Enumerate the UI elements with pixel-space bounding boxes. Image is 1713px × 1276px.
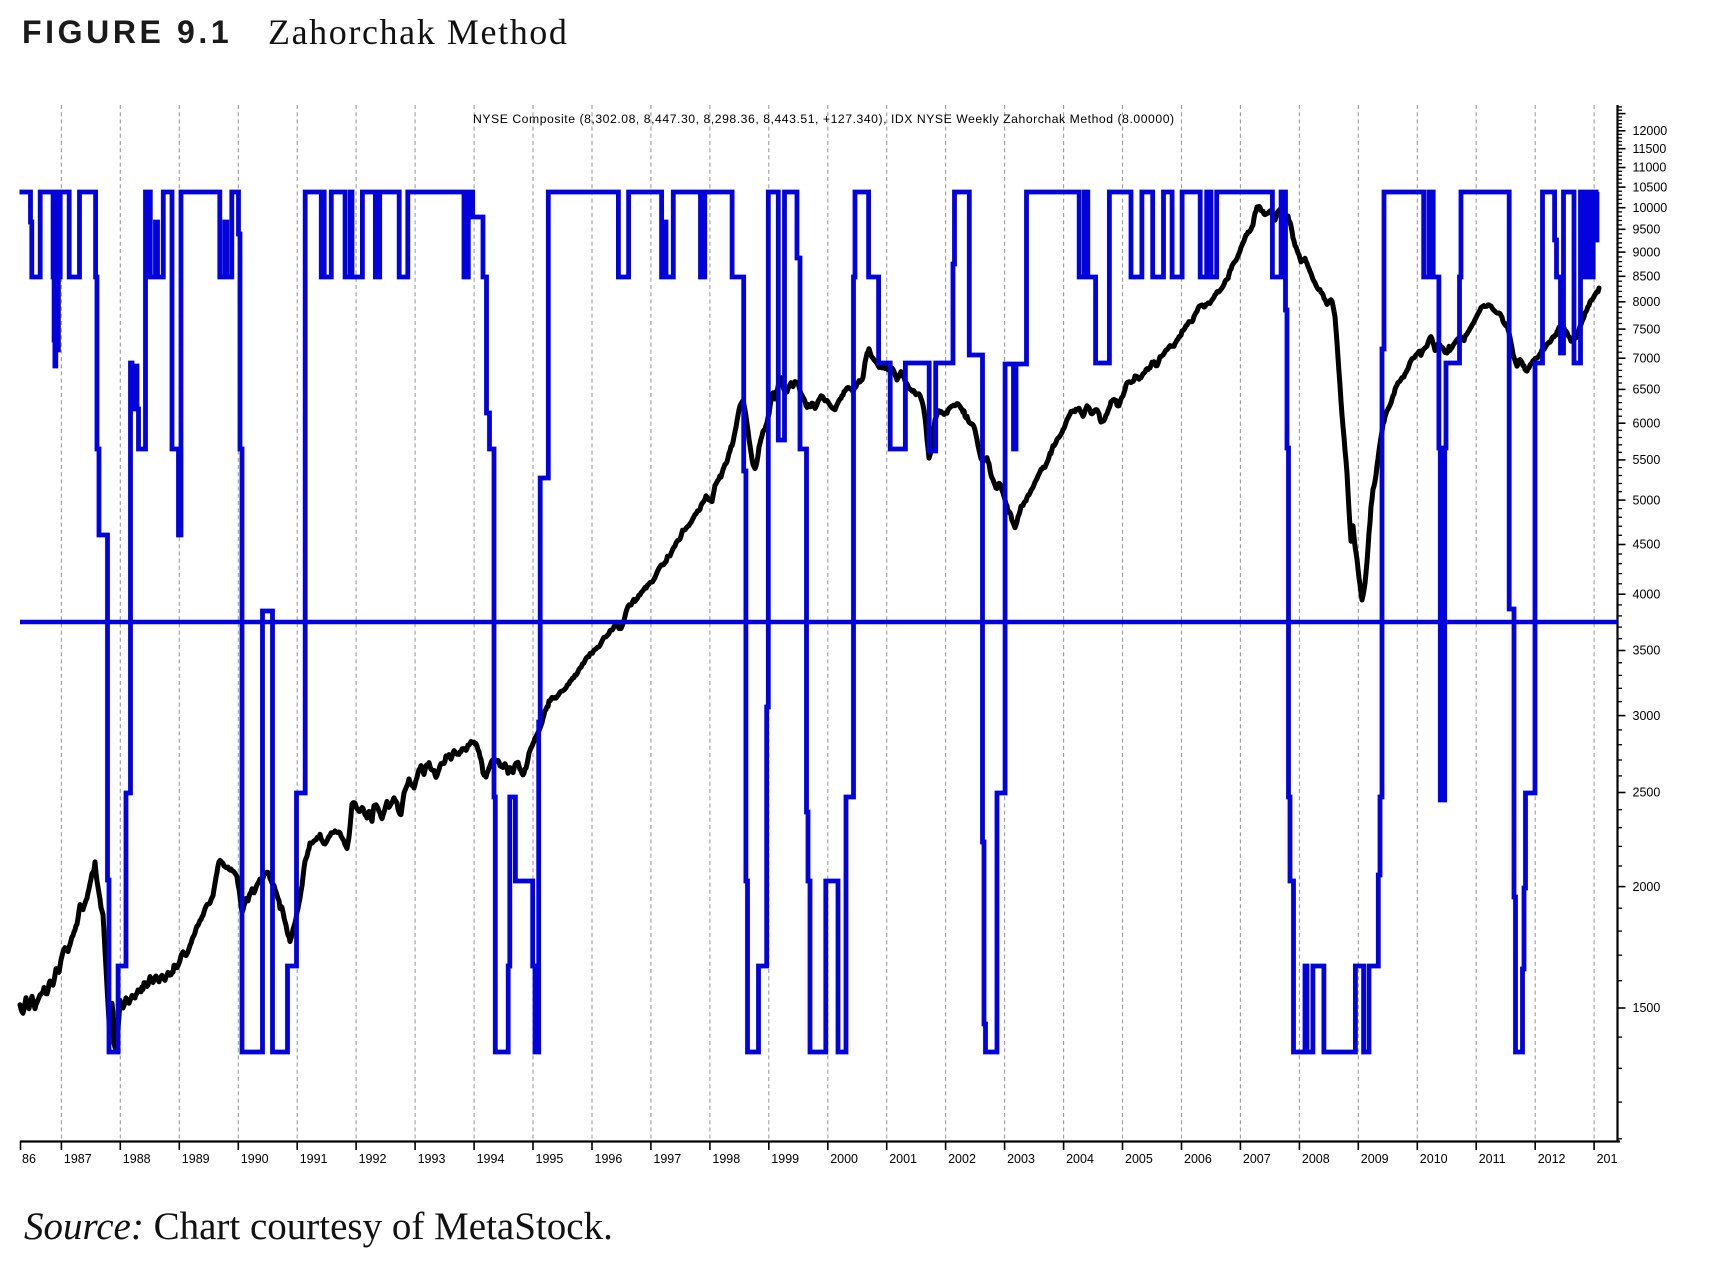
svg-text:11500: 11500 bbox=[1633, 142, 1667, 156]
svg-text:10000: 10000 bbox=[1633, 201, 1668, 215]
svg-text:1995: 1995 bbox=[536, 1152, 564, 1166]
svg-text:1996: 1996 bbox=[595, 1152, 623, 1166]
svg-text:1992: 1992 bbox=[359, 1152, 387, 1166]
svg-text:2010: 2010 bbox=[1420, 1152, 1448, 1166]
svg-text:1991: 1991 bbox=[300, 1152, 328, 1166]
svg-text:2006: 2006 bbox=[1184, 1152, 1212, 1166]
svg-text:3500: 3500 bbox=[1633, 644, 1661, 658]
svg-text:8000: 8000 bbox=[1633, 295, 1661, 309]
svg-text:1989: 1989 bbox=[182, 1152, 210, 1166]
svg-text:2001: 2001 bbox=[889, 1152, 917, 1166]
svg-text:2012: 2012 bbox=[1538, 1152, 1566, 1166]
svg-text:3000: 3000 bbox=[1633, 709, 1661, 723]
svg-text:1987: 1987 bbox=[64, 1152, 92, 1166]
svg-text:2500: 2500 bbox=[1633, 786, 1661, 800]
svg-text:1999: 1999 bbox=[771, 1152, 799, 1166]
svg-text:7500: 7500 bbox=[1633, 322, 1661, 336]
svg-text:8500: 8500 bbox=[1633, 270, 1661, 284]
svg-text:12000: 12000 bbox=[1633, 124, 1668, 138]
svg-text:9500: 9500 bbox=[1633, 223, 1661, 237]
svg-text:7000: 7000 bbox=[1633, 351, 1661, 365]
svg-text:201: 201 bbox=[1597, 1152, 1618, 1166]
svg-text:10500: 10500 bbox=[1633, 180, 1668, 194]
svg-text:5500: 5500 bbox=[1633, 453, 1661, 467]
svg-text:1500: 1500 bbox=[1633, 1001, 1661, 1015]
svg-text:1994: 1994 bbox=[477, 1152, 505, 1166]
svg-text:2011: 2011 bbox=[1479, 1152, 1506, 1166]
svg-text:9000: 9000 bbox=[1633, 245, 1661, 259]
svg-text:2005: 2005 bbox=[1125, 1152, 1153, 1166]
svg-text:Zahorchak Method: Zahorchak Method bbox=[268, 12, 569, 52]
svg-text:2002: 2002 bbox=[948, 1152, 976, 1166]
svg-text:2003: 2003 bbox=[1007, 1152, 1035, 1166]
svg-text:5000: 5000 bbox=[1633, 493, 1661, 507]
svg-text:6000: 6000 bbox=[1633, 416, 1661, 430]
svg-text:FIGURE 9.1: FIGURE 9.1 bbox=[22, 14, 232, 50]
svg-text:NYSE Composite (8,302.08, 8,44: NYSE Composite (8,302.08, 8,447.30, 8,29… bbox=[473, 112, 1175, 126]
svg-text:2004: 2004 bbox=[1066, 1152, 1094, 1166]
svg-text:4500: 4500 bbox=[1633, 538, 1661, 552]
svg-text:2009: 2009 bbox=[1361, 1152, 1389, 1166]
svg-text:1993: 1993 bbox=[418, 1152, 446, 1166]
svg-text:1990: 1990 bbox=[241, 1152, 269, 1166]
svg-text:2000: 2000 bbox=[1633, 880, 1661, 894]
svg-text:2008: 2008 bbox=[1302, 1152, 1330, 1166]
svg-text:2007: 2007 bbox=[1243, 1152, 1271, 1166]
svg-text:2000: 2000 bbox=[830, 1152, 858, 1166]
svg-text:11000: 11000 bbox=[1633, 161, 1667, 175]
svg-text:Source: Chart courtesy of Meta: Source: Chart courtesy of MetaStock. bbox=[24, 1205, 613, 1248]
svg-text:6500: 6500 bbox=[1633, 383, 1661, 397]
svg-text:4000: 4000 bbox=[1633, 587, 1661, 601]
svg-text:86: 86 bbox=[22, 1152, 36, 1166]
svg-text:1998: 1998 bbox=[712, 1152, 740, 1166]
svg-text:1988: 1988 bbox=[123, 1152, 151, 1166]
svg-text:1997: 1997 bbox=[653, 1152, 681, 1166]
